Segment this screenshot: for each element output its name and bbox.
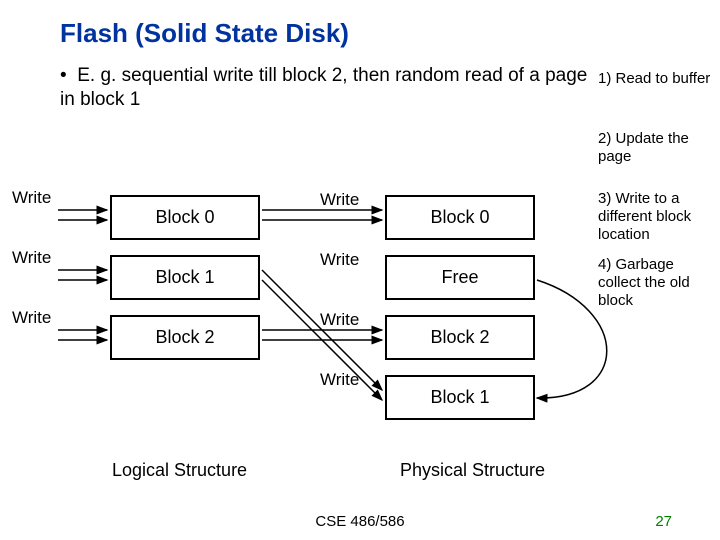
step-2: 2) Update the page xyxy=(598,130,718,166)
logical-block-0: Block 0 xyxy=(110,195,260,240)
slide-title: Flash (Solid State Disk) xyxy=(60,18,349,49)
write-label-mid-2: Write xyxy=(320,310,359,330)
write-label-left-0: Write xyxy=(12,188,51,208)
write-label-left-2: Write xyxy=(12,308,51,328)
step-4: 4) Garbage collect the old block xyxy=(598,256,718,310)
write-label-mid-0: Write xyxy=(320,190,359,210)
write-label-left-1: Write xyxy=(12,248,51,268)
footer-text: CSE 486/586 xyxy=(0,513,720,530)
physical-block-1: Free xyxy=(385,255,535,300)
bullet-text: • E. g. sequential write till block 2, t… xyxy=(60,64,600,112)
write-label-mid-3: Write xyxy=(320,370,359,390)
physical-block-3: Block 1 xyxy=(385,375,535,420)
bullet-marker: • xyxy=(60,65,77,86)
bullet-content: E. g. sequential write till block 2, the… xyxy=(60,65,587,110)
logical-block-1: Block 1 xyxy=(110,255,260,300)
step-1: 1) Read to buffer xyxy=(598,70,718,88)
physical-block-2: Block 2 xyxy=(385,315,535,360)
write-label-mid-1: Write xyxy=(320,250,359,270)
physical-structure-label: Physical Structure xyxy=(400,460,545,481)
physical-block-0: Block 0 xyxy=(385,195,535,240)
page-number: 27 xyxy=(655,513,672,530)
logical-structure-label: Logical Structure xyxy=(112,460,247,481)
logical-block-2: Block 2 xyxy=(110,315,260,360)
step-3: 3) Write to a different block location xyxy=(598,190,718,244)
